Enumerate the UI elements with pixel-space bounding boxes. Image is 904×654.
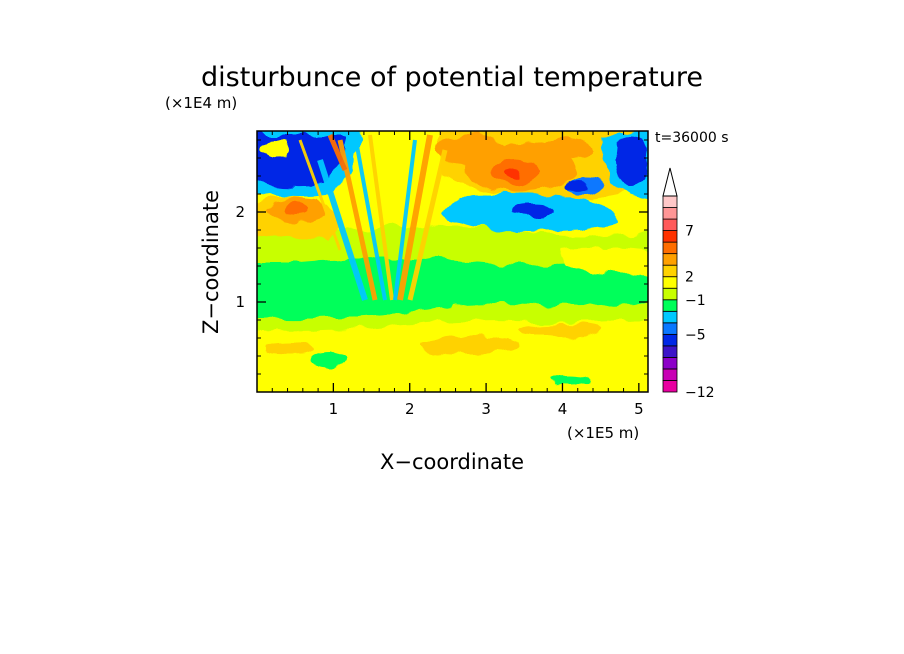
field-mid-yellow — [560, 247, 648, 275]
colorbar-swatch — [662, 322, 678, 335]
colorbar-swatch — [662, 310, 678, 324]
colorbar-swatch — [662, 380, 678, 393]
colorbar-swatch — [662, 230, 678, 243]
plot-frame — [256, 130, 649, 393]
time-annotation: t=36000 s — [655, 130, 729, 146]
field-lower-green-1 — [310, 352, 350, 368]
colorbar-swatch — [662, 299, 678, 312]
colorbar-swatch — [662, 195, 678, 208]
axis-ticks — [257, 131, 648, 392]
x-tick-label: 5 — [634, 400, 644, 418]
field-warm-peak — [506, 167, 522, 177]
colorbar-swatch — [662, 287, 678, 301]
wave-ray-9 — [298, 139, 342, 251]
colorbar-swatch — [662, 333, 678, 347]
field-lower-gold-1 — [420, 336, 520, 354]
wave-train — [298, 134, 448, 301]
wave-ray-3 — [353, 134, 387, 301]
field-warm-orange-3 — [540, 138, 590, 162]
colorbar-swatch — [662, 264, 678, 278]
wave-ray-8 — [327, 134, 348, 171]
colorbar-swatch — [662, 276, 678, 289]
colorbar-extend-arrow — [662, 167, 678, 197]
colorbar-label: −1 — [685, 293, 706, 309]
field-lower-green-2 — [552, 375, 588, 385]
colorbar-swatch — [662, 207, 678, 220]
y-tick-label: 2 — [235, 203, 245, 221]
x-tick-label: 2 — [405, 400, 415, 418]
colorbar-label: −12 — [685, 385, 715, 401]
colorbar-label: −5 — [685, 327, 706, 343]
colorbar-swatch — [662, 357, 678, 370]
colorbar-swatch — [662, 218, 678, 231]
contour-field — [257, 131, 648, 392]
colorbar-swatch — [662, 253, 678, 266]
x-tick-label: 4 — [558, 400, 568, 418]
wave-ray-6 — [393, 139, 417, 301]
wave-ray-7 — [407, 149, 448, 301]
colorbar-swatch — [662, 345, 678, 358]
field-cold-corner-1 — [616, 134, 648, 186]
field-lower-gold-2 — [520, 323, 600, 337]
y-axis-title: Z−coordinate — [199, 190, 223, 334]
colorbar-swatch — [662, 241, 678, 255]
y-tick-label: 1 — [235, 293, 245, 311]
x-axis-title: X−coordinate — [380, 450, 524, 474]
colorbar-label: 7 — [685, 224, 694, 240]
field-warm-left-core — [282, 204, 310, 216]
field-cold-patch-1 — [510, 203, 554, 217]
field-lower-yellow — [257, 318, 648, 392]
wave-ray-5 — [397, 134, 433, 301]
tick-labels: 1 2 3 4 5 1 2 — [235, 203, 643, 418]
y-scale-label: (×1E4 m) — [165, 94, 237, 112]
x-tick-label: 3 — [481, 400, 491, 418]
x-scale-label: (×1E5 m) — [567, 424, 639, 442]
chart-title: disturbunce of potential temperature — [201, 62, 703, 93]
field-cold-corner-2 — [564, 180, 592, 192]
wave-ray-1 — [317, 159, 368, 301]
field-cold-left-hole — [261, 140, 289, 160]
colorbar-swatch — [662, 368, 678, 381]
colorbar: −12−5−127 — [662, 167, 715, 401]
x-tick-label: 1 — [329, 400, 339, 418]
wave-ray-4 — [368, 134, 394, 301]
field-warm-orange-2 — [435, 134, 505, 166]
colorbar-label: 2 — [685, 270, 694, 286]
field-lower-gold-3 — [265, 342, 315, 354]
